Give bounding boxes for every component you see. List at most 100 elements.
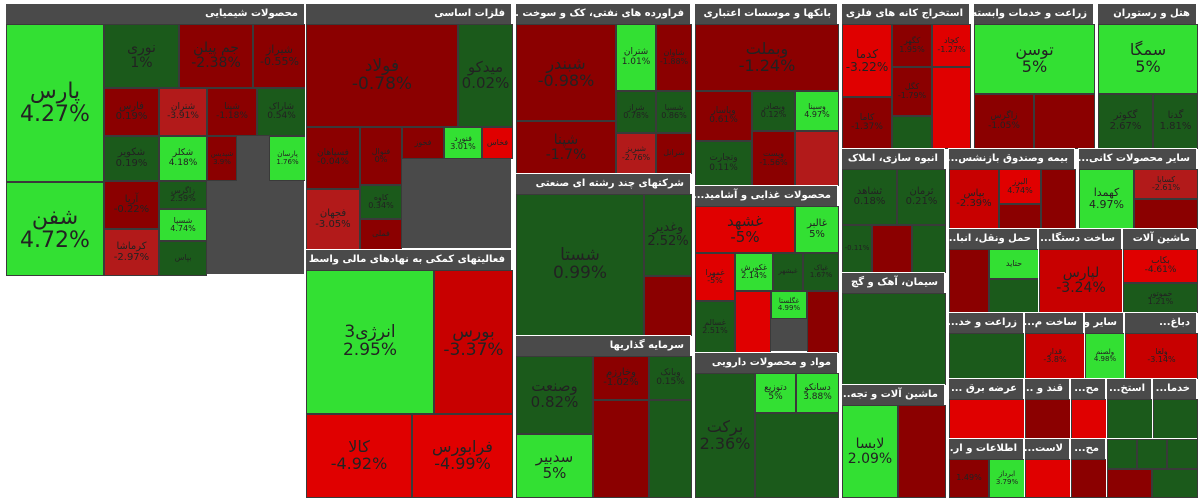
stock-tile[interactable]: شپنا -1.7% xyxy=(516,121,616,174)
stock-tile[interactable] xyxy=(1071,399,1107,439)
sector-panel[interactable]: مح... xyxy=(1070,438,1107,498)
stock-tile[interactable] xyxy=(872,225,912,273)
stock-tile[interactable]: وتجارت 0.11% xyxy=(695,141,752,186)
stock-tile[interactable] xyxy=(1137,439,1167,469)
stock-tile[interactable]: میدکو 0.02% xyxy=(458,24,513,127)
stock-tile[interactable]: ولصنم 4.98% xyxy=(1085,333,1125,379)
stock-tile[interactable]: شفن 4.72% xyxy=(6,182,104,276)
stock-tile[interactable]: غبشهر xyxy=(773,253,803,291)
stock-tile[interactable] xyxy=(593,400,649,498)
sector-panel[interactable]: خدما... xyxy=(1152,378,1198,439)
sector-panel[interactable]: فلزات اساسی فولاد -0.78% میدکو 0.02% فسپاهان -… xyxy=(305,3,513,250)
stock-tile[interactable]: وبملت -1.24% xyxy=(695,24,839,91)
stock-tile[interactable]: فملی xyxy=(360,219,402,250)
stock-tile[interactable]: وسینا 4.97% xyxy=(795,91,839,131)
stock-tile[interactable]: نوری 1% xyxy=(104,24,179,88)
stock-tile[interactable]: کچاد -1.27% xyxy=(932,24,971,67)
sector-panel[interactable] xyxy=(1106,438,1198,498)
stock-tile[interactable] xyxy=(1152,469,1198,498)
stock-tile[interactable]: گدنا 1.81% xyxy=(1153,94,1198,149)
sector-panel[interactable]: سایر محصولات کانی... کهمدا 4.97% کساپا -2.61… xyxy=(1078,148,1198,229)
stock-tile[interactable] xyxy=(1153,399,1198,439)
stock-tile[interactable]: فنوال 0% xyxy=(360,127,402,185)
stock-tile[interactable] xyxy=(649,400,692,498)
stock-tile[interactable]: لپارس -3.24% xyxy=(1039,249,1123,313)
stock-tile[interactable] xyxy=(807,291,839,353)
sector-panel[interactable]: ساخت م... قدار -3.8% xyxy=(1024,312,1085,379)
stock-tile[interactable] xyxy=(1041,169,1076,229)
stock-tile[interactable]: وبانک 0.15% xyxy=(649,356,692,400)
stock-tile[interactable] xyxy=(932,67,971,149)
stock-tile[interactable]: شستا 0.99% xyxy=(516,194,644,336)
stock-tile[interactable]: بورس -3.37% xyxy=(434,270,513,414)
stock-tile[interactable]: خموتور 1.21% xyxy=(1123,283,1198,313)
sector-panel[interactable]: بیمه وصندوق بازنشس... بپاس -2.39% البرز 4.74… xyxy=(948,148,1076,229)
stock-tile[interactable]: ولغا -3.14% xyxy=(1125,333,1198,379)
stock-tile[interactable] xyxy=(892,116,932,149)
stock-tile[interactable]: شپدیس 3.9% xyxy=(207,136,237,181)
stock-tile[interactable]: کالا -4.92% xyxy=(306,414,412,498)
stock-tile[interactable]: شسپا 0.86% xyxy=(656,91,692,133)
stock-tile[interactable]: شیراز -0.55% xyxy=(253,24,306,88)
stock-tile[interactable]: ابرداز 3.79% xyxy=(989,459,1025,498)
stock-tile[interactable]: غسالم 2.51% xyxy=(695,301,735,353)
sector-panel[interactable]: لاست... xyxy=(1024,438,1071,498)
stock-tile[interactable]: فرابورس -4.99% xyxy=(412,414,513,498)
stock-tile[interactable]: فسپاهان -0.04% xyxy=(306,127,360,189)
stock-tile[interactable]: جم پیلن -2.38% xyxy=(179,24,253,88)
stock-tile[interactable] xyxy=(898,405,946,498)
stock-tile[interactable]: زاگرس -1.05% xyxy=(974,94,1034,149)
stock-tile[interactable]: آریا -0.22% xyxy=(104,181,159,229)
sector-panel[interactable]: محصولات غذایی و آشامید... غشهد -5% غالبر 5% غ… xyxy=(694,185,839,353)
stock-tile[interactable]: انرژی3 2.95% xyxy=(306,270,434,414)
sector-panel[interactable]: ماشین آلات بکاب -4.61% خموتور 1.21% xyxy=(1122,228,1198,313)
stock-tile[interactable]: غگلستا 4.99% xyxy=(771,291,807,319)
sector-panel[interactable]: زراعت و خدمات وابسته توسن 5% زاگرس -1.05% xyxy=(973,3,1095,149)
stock-tile[interactable]: فجهان -3.05% xyxy=(306,189,360,250)
sector-panel[interactable]: سرمایه گذاریها وصنعت 0.82% سدبیر 5% وخارزم -1.… xyxy=(515,335,692,498)
stock-tile[interactable]: کگهر 1.95% xyxy=(892,24,932,67)
stock-tile[interactable]: وبصادر 0.12% xyxy=(752,91,795,131)
stock-tile[interactable]: گکوثر 2.67% xyxy=(1098,94,1153,149)
stock-tile[interactable]: شکویر 0.19% xyxy=(104,136,159,181)
stock-tile[interactable] xyxy=(795,131,839,186)
sector-panel[interactable]: سیمان، آهک و گچ xyxy=(841,272,946,385)
stock-tile[interactable]: حتاید xyxy=(989,249,1039,279)
sector-panel[interactable]: حمل ونقل، انبا... حتاید xyxy=(948,228,1039,313)
stock-tile[interactable]: شبندر -0.98% xyxy=(516,24,616,121)
stock-tile[interactable] xyxy=(1025,459,1071,498)
sector-panel[interactable]: اطلاعات و ار... 1.49% ابرداز 3.79% xyxy=(948,438,1025,498)
stock-tile[interactable]: شراز 0.78% xyxy=(616,91,656,133)
stock-tile[interactable]: لابسا 2.09% xyxy=(842,405,898,498)
sector-panel[interactable]: بانکها و موسسات اعتباری وبملت -1.24% وپاسار… xyxy=(694,3,839,186)
stock-tile[interactable] xyxy=(1134,199,1198,229)
sector-panel[interactable]: عرضه برق ... xyxy=(948,378,1025,439)
sector-panel[interactable]: فراورده های نفتی، کک و سوخت ... شبندر -0.9… xyxy=(515,3,692,174)
stock-tile[interactable]: کساپا -2.61% xyxy=(1134,169,1198,199)
stock-tile[interactable]: قدار -3.8% xyxy=(1025,333,1085,379)
stock-tile[interactable]: غکورش 2.14% xyxy=(735,253,773,291)
sector-panel[interactable]: شرکتهای چند رشته ای صنعتی شستا 0.99% وغدیر 2… xyxy=(515,173,692,336)
stock-tile[interactable]: دسانکو 3.88% xyxy=(796,373,839,413)
sector-panel[interactable]: ماشین آلات و تجه... لابسا 2.09% xyxy=(841,384,946,498)
stock-tile[interactable]: وخارزم -1.02% xyxy=(593,356,649,400)
stock-tile[interactable] xyxy=(949,399,1025,439)
stock-tile[interactable]: ثرمان 0.21% xyxy=(897,169,946,225)
stock-tile[interactable]: توسن 5% xyxy=(974,24,1095,94)
stock-tile[interactable]: غمهرا -5% xyxy=(695,253,735,301)
stock-tile[interactable]: وغدیر 2.52% xyxy=(644,194,692,276)
stock-tile[interactable] xyxy=(999,204,1041,229)
stock-tile[interactable]: شکلر 4.18% xyxy=(159,136,207,181)
stock-tile[interactable] xyxy=(949,249,989,313)
stock-tile[interactable]: بپاس xyxy=(159,241,207,276)
stock-tile[interactable]: کاوه 0.34% xyxy=(360,185,402,219)
sector-panel[interactable]: مواد و محصولات دارویی برکت 2.36% دتوزیع 5% دس… xyxy=(694,352,839,498)
stock-tile[interactable] xyxy=(842,293,946,385)
stock-tile[interactable] xyxy=(1025,399,1071,439)
sector-panel[interactable]: فعالیتهای کمکی به نهادهای مالی واسط انرژی… xyxy=(305,249,513,498)
sector-panel[interactable]: زراعت و خد... xyxy=(948,312,1025,379)
stock-tile[interactable]: کرماشا -2.97% xyxy=(104,229,159,276)
stock-tile[interactable] xyxy=(1107,439,1137,469)
stock-tile[interactable]: وصنعت 0.82% xyxy=(516,356,593,434)
